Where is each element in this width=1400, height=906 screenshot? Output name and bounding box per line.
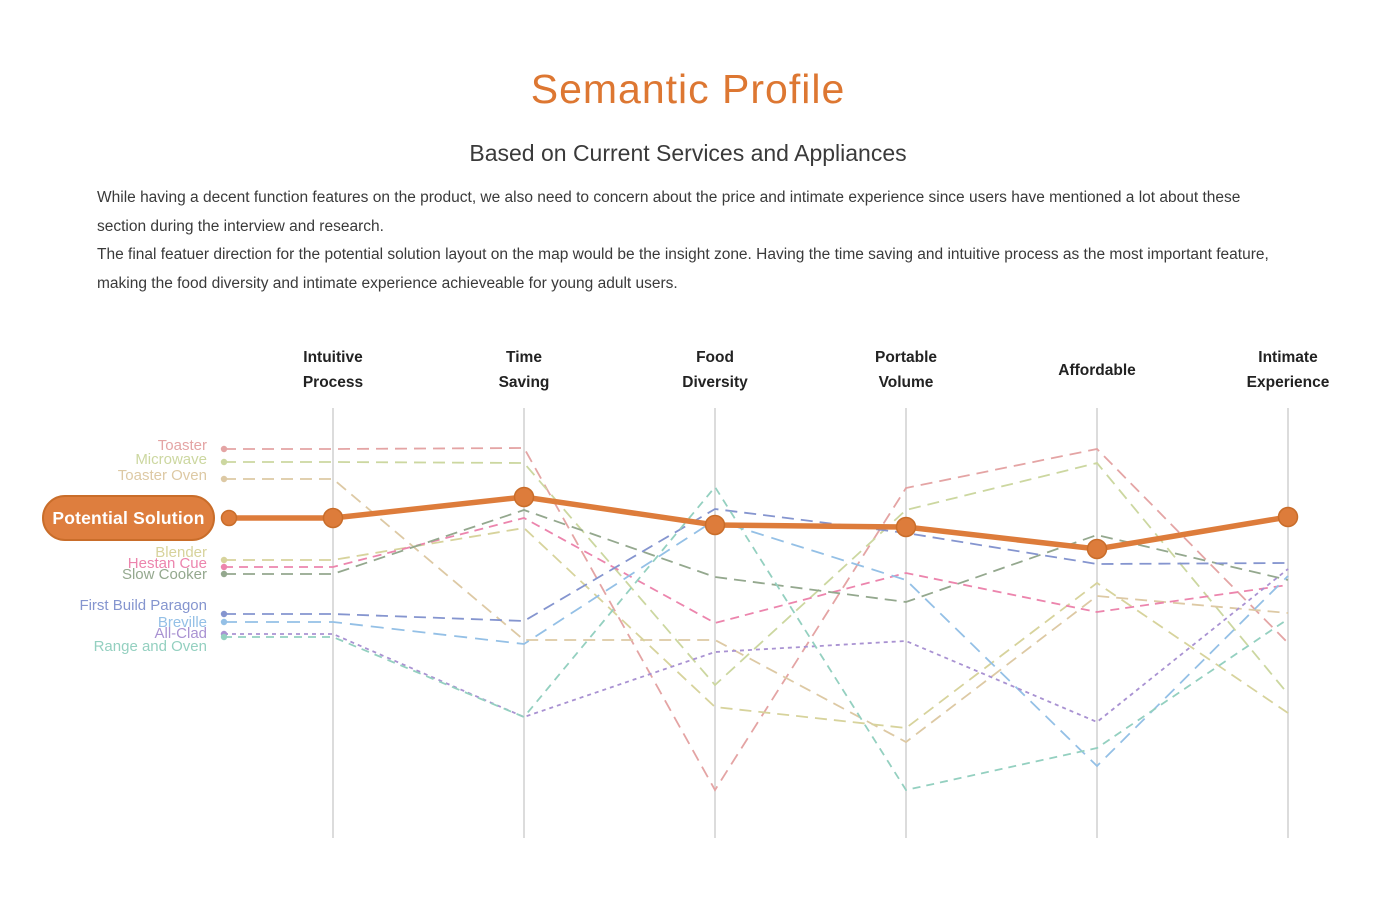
series-start-dot: [220, 610, 228, 618]
potential-solution-point-1: [513, 486, 535, 508]
series-label-breville: Breville: [157, 614, 207, 631]
series-label-slow-cooker: Slow Cooker: [121, 566, 207, 583]
potential-solution-point-0: [322, 507, 344, 529]
intro-line: While having a decent function features …: [97, 189, 1241, 206]
category-header-intuitive-process: Intuitive Process: [302, 349, 364, 391]
potential-solution-point-4: [1086, 538, 1108, 560]
series-line-first-build-paragon: [224, 508, 1289, 622]
series-start-dot: [220, 570, 228, 578]
series-label-range-and-oven: Range and Oven: [93, 638, 207, 655]
series-line-all-clad: [224, 568, 1289, 724]
series-label-first-build-paragon: First Build Paragon: [79, 597, 207, 614]
page-subtitle: Based on Current Services and Appliances: [469, 140, 907, 166]
category-header-time-saving: Time Saving: [498, 349, 550, 391]
series-start-dot: [220, 445, 228, 453]
intro-line: section during the interview and researc…: [97, 217, 384, 235]
series-label-hestan-cue: Hestan Cue: [127, 555, 207, 572]
series-line-blender: [224, 527, 1289, 729]
series-label-blender: Blender: [155, 544, 207, 561]
potential-solution-start-dot: [220, 509, 238, 527]
category-header-intimate-experience: Intimate Experience: [1246, 349, 1330, 391]
potential-solution-point-5: [1277, 506, 1299, 528]
series-start-dot: [220, 458, 228, 466]
potential-solution-point-2: [704, 514, 726, 536]
series-start-dot: [220, 563, 228, 571]
intro-line: The final featuer direction for the pote…: [97, 246, 1269, 263]
series-line-toaster: [224, 447, 1289, 792]
category-header-affordable: Affordable: [1058, 361, 1136, 379]
intro-line: making the food diversity and intimate e…: [97, 274, 678, 292]
series-label-toaster: Toaster: [157, 437, 207, 454]
page-title: Semantic Profile: [530, 66, 846, 112]
intro-paragraphs: While having a decent function features …: [97, 184, 1337, 298]
series-start-dot: [220, 556, 228, 564]
potential-solution-point-3: [895, 516, 917, 538]
series-start-dot: [220, 618, 228, 626]
series-start-dot: [220, 475, 228, 483]
series-line-toaster-oven: [224, 478, 1289, 744]
category-header-food-diversity: Food Diversity: [682, 349, 748, 391]
series-line-range-and-oven: [224, 485, 1289, 792]
series-start-dot: [220, 633, 228, 641]
series-label-microwave: Microwave: [135, 451, 207, 468]
series-line-microwave: [224, 461, 1289, 695]
potential-solution-badge: Potential Solution: [42, 495, 215, 541]
series-label-all-clad: All-Clad: [154, 625, 207, 642]
series-label-toaster-oven: Toaster Oven: [117, 467, 207, 484]
potential-solution-line: [226, 494, 1291, 552]
category-header-portable-volume: Portable Volume: [874, 349, 937, 391]
series-line-hestan-cue: [224, 517, 1289, 624]
